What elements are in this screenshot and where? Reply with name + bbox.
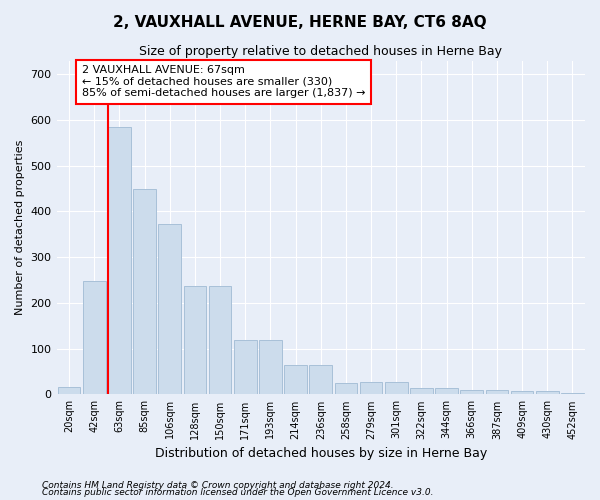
Y-axis label: Number of detached properties: Number of detached properties	[15, 140, 25, 315]
Bar	[335, 383, 357, 394]
Bar	[536, 391, 559, 394]
Text: Contains public sector information licensed under the Open Government Licence v3: Contains public sector information licen…	[42, 488, 433, 497]
Bar	[259, 340, 282, 394]
Bar	[284, 364, 307, 394]
Bar	[209, 286, 232, 395]
Bar	[184, 286, 206, 395]
Text: Contains HM Land Registry data © Crown copyright and database right 2024.: Contains HM Land Registry data © Crown c…	[42, 480, 394, 490]
Bar	[460, 390, 483, 394]
Bar	[511, 391, 533, 394]
Bar	[108, 127, 131, 394]
Bar	[83, 281, 106, 394]
Bar	[360, 382, 382, 394]
Bar	[158, 224, 181, 394]
Bar	[410, 388, 433, 394]
Bar	[435, 388, 458, 394]
Bar	[310, 364, 332, 394]
Bar	[133, 188, 156, 394]
Bar	[485, 390, 508, 394]
Bar	[561, 392, 584, 394]
X-axis label: Distribution of detached houses by size in Herne Bay: Distribution of detached houses by size …	[155, 447, 487, 460]
Text: 2, VAUXHALL AVENUE, HERNE BAY, CT6 8AQ: 2, VAUXHALL AVENUE, HERNE BAY, CT6 8AQ	[113, 15, 487, 30]
Bar	[234, 340, 257, 394]
Bar	[385, 382, 407, 394]
Bar	[58, 386, 80, 394]
Title: Size of property relative to detached houses in Herne Bay: Size of property relative to detached ho…	[139, 45, 502, 58]
Text: 2 VAUXHALL AVENUE: 67sqm
← 15% of detached houses are smaller (330)
85% of semi-: 2 VAUXHALL AVENUE: 67sqm ← 15% of detach…	[82, 65, 365, 98]
